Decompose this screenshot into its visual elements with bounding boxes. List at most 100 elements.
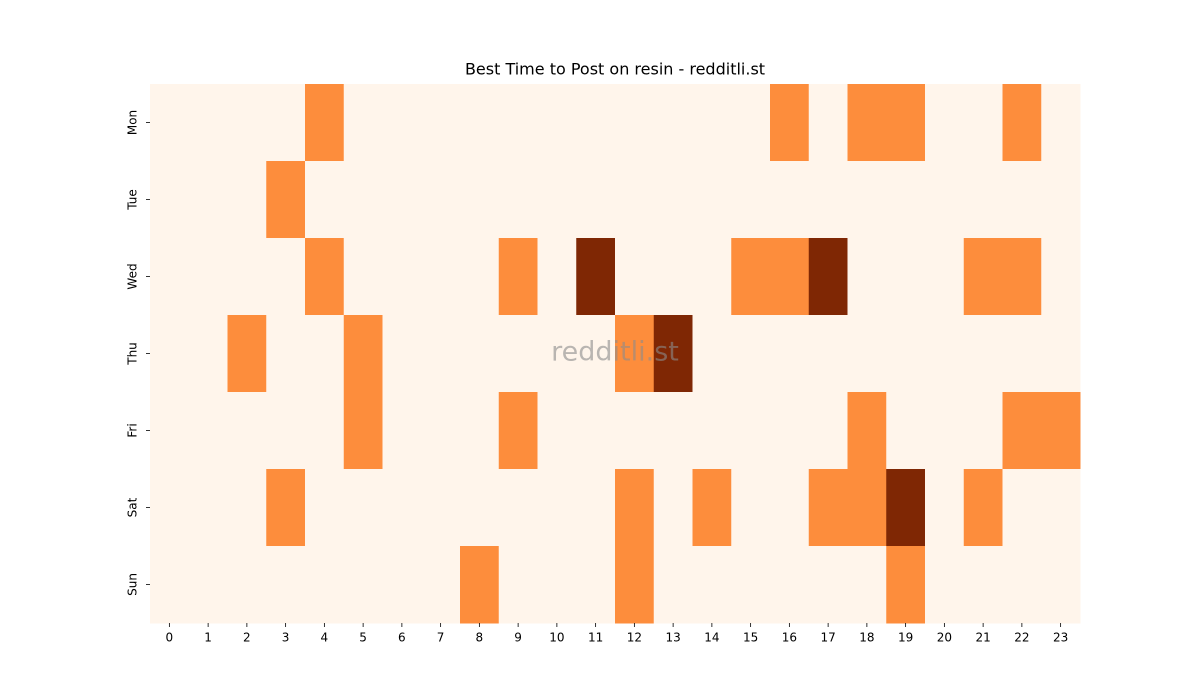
- x-tick-label: 1: [204, 631, 212, 645]
- heatmap-cell: [731, 238, 771, 316]
- heatmap-cell: [576, 238, 616, 316]
- heatmap-cell: [305, 546, 345, 624]
- heatmap-cell: [343, 392, 383, 470]
- chart-title: Best Time to Post on resin - redditli.st: [465, 60, 765, 79]
- heatmap-cell: [421, 546, 461, 624]
- heatmap-cell: [808, 392, 848, 470]
- heatmap-cell: [382, 161, 422, 239]
- heatmap-cell: [653, 315, 693, 393]
- heatmap-cell: [808, 469, 848, 547]
- heatmap-cell: [421, 392, 461, 470]
- heatmap-cell: [1002, 546, 1042, 624]
- heatmap-cell: [770, 84, 810, 162]
- heatmap-cell: [150, 161, 190, 239]
- heatmap-cell: [653, 469, 693, 547]
- heatmap-cell: [692, 546, 732, 624]
- heatmap-cell: [963, 238, 1003, 316]
- heatmap-cell: [925, 84, 965, 162]
- heatmap-cell: [963, 469, 1003, 547]
- heatmap-cell: [150, 315, 190, 393]
- heatmap-cell: [343, 161, 383, 239]
- x-tick-label: 19: [898, 631, 913, 645]
- heatmap-cell: [188, 84, 228, 162]
- heatmap-cell: [886, 392, 926, 470]
- heatmap-cell: [925, 161, 965, 239]
- heatmap-cell: [460, 315, 500, 393]
- heatmap-cell: [576, 469, 616, 547]
- heatmap-cell: [925, 392, 965, 470]
- heatmap-cell: [305, 84, 345, 162]
- heatmap-cell: [343, 84, 383, 162]
- heatmap-cell: [653, 161, 693, 239]
- heatmap-cell: [770, 315, 810, 393]
- heatmap-cell: [847, 238, 887, 316]
- heatmap-cell: [576, 161, 616, 239]
- heatmap-cell: [963, 161, 1003, 239]
- heatmap-cell: [266, 161, 306, 239]
- heatmap-cell: [343, 546, 383, 624]
- watermark: redditli.st: [551, 337, 679, 368]
- y-tick-label: Mon: [126, 110, 140, 135]
- heatmap-cell: [460, 392, 500, 470]
- y-tick-label: Tue: [126, 189, 140, 211]
- heatmap-cell: [692, 161, 732, 239]
- heatmap-cell: [692, 315, 732, 393]
- y-tick-label: Fri: [126, 423, 140, 437]
- heatmap-cell: [847, 392, 887, 470]
- heatmap-cell: [731, 546, 771, 624]
- heatmap-cell: [1041, 392, 1081, 470]
- heatmap-cell: [1002, 161, 1042, 239]
- y-tick-label: Wed: [126, 263, 140, 289]
- heatmap-cell: [770, 161, 810, 239]
- heatmap-cell: [227, 469, 267, 547]
- x-tick-label: 20: [937, 631, 952, 645]
- heatmap-cell: [808, 315, 848, 393]
- heatmap-cell: [460, 238, 500, 316]
- heatmap-cell: [537, 546, 577, 624]
- heatmap-cell: [653, 238, 693, 316]
- y-tick-label: Sun: [126, 573, 140, 596]
- heatmap-cell: [1002, 469, 1042, 547]
- heatmap-cell: [1002, 84, 1042, 162]
- heatmap-cell: [808, 238, 848, 316]
- heatmap-cell: [1041, 238, 1081, 316]
- heatmap-cell: [305, 315, 345, 393]
- heatmap-cell: [1041, 546, 1081, 624]
- x-tick-label: 9: [514, 631, 522, 645]
- heatmap-cell: [1041, 84, 1081, 162]
- heatmap-cell: [266, 546, 306, 624]
- heatmap-cell: [537, 238, 577, 316]
- heatmap-cell: [188, 315, 228, 393]
- heatmap-cell: [227, 84, 267, 162]
- heatmap-cell: [615, 546, 655, 624]
- heatmap-cell: [847, 546, 887, 624]
- y-tick-label: Sat: [126, 497, 140, 517]
- heatmap-cell: [382, 238, 422, 316]
- x-tick-label: 13: [665, 631, 680, 645]
- heatmap-cell: [925, 238, 965, 316]
- heatmap-cell: [576, 392, 616, 470]
- x-tick-label: 6: [398, 631, 406, 645]
- x-tick-label: 18: [859, 631, 874, 645]
- heatmap-cell: [847, 469, 887, 547]
- heatmap-cell: [498, 315, 538, 393]
- heatmap-cell: [692, 469, 732, 547]
- heatmap-cell: [498, 84, 538, 162]
- x-tick-label: 15: [743, 631, 758, 645]
- heatmap-cell: [615, 469, 655, 547]
- heatmap-cell: [615, 161, 655, 239]
- x-tick-label: 16: [782, 631, 797, 645]
- heatmap-cell: [886, 84, 926, 162]
- x-tick-label: 5: [359, 631, 367, 645]
- heatmap-cell: [266, 238, 306, 316]
- heatmap-cell: [770, 238, 810, 316]
- heatmap-cell: [615, 315, 655, 393]
- heatmap-cell: [305, 469, 345, 547]
- heatmap-cell: [150, 392, 190, 470]
- axes: 0 1 2 3 4 5 6 7 8 9 10 11 12 13 14 15 16 17 18 19 20 21 22 23Mo…: [126, 110, 1069, 645]
- heatmap-cell: [615, 392, 655, 470]
- heatmap-cell: [615, 238, 655, 316]
- heatmap-cell: [305, 392, 345, 470]
- heatmap-cell: [150, 84, 190, 162]
